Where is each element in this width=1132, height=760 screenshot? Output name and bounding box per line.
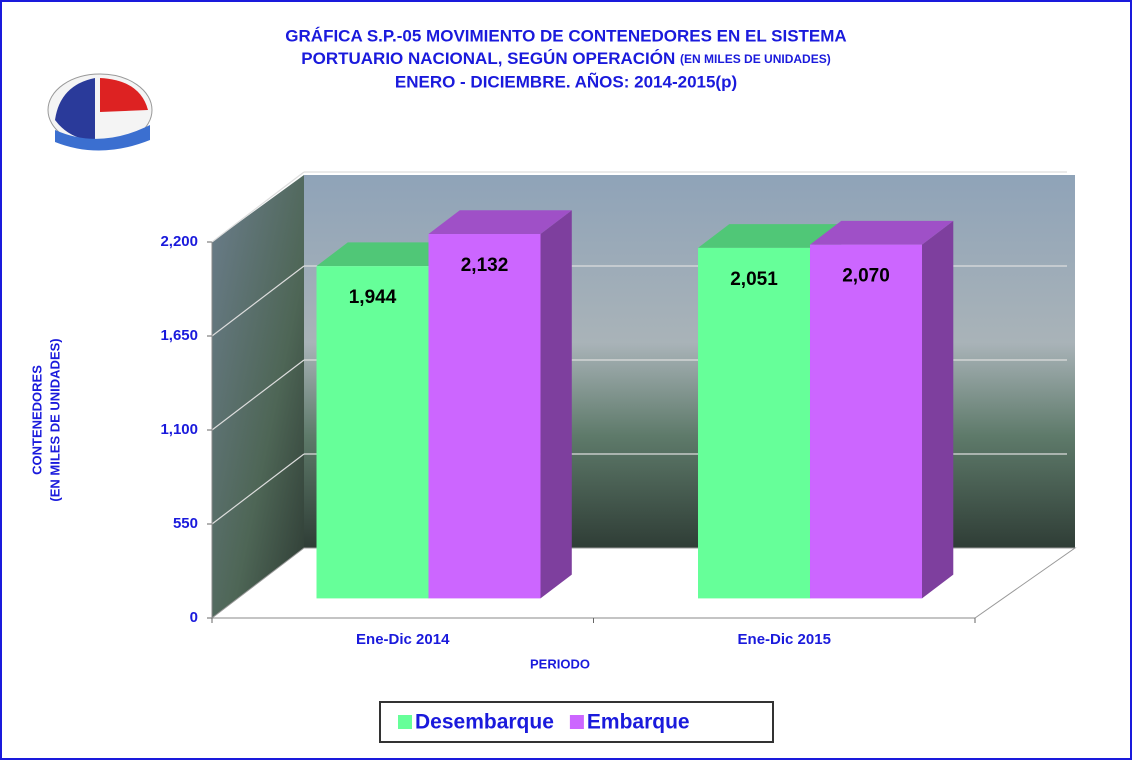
bar-top [316, 242, 460, 267]
bar-top [698, 224, 842, 248]
title-line: GRÁFICA S.P.-05 MOVIMIENTO DE CONTENEDOR… [285, 26, 846, 45]
y-tick-label: 1,100 [160, 421, 198, 438]
grid-line [211, 265, 305, 337]
legend-label: Embarque [587, 711, 690, 734]
data-label: 2,132 [461, 255, 509, 276]
bar [810, 244, 923, 599]
title-note: (EN MILES DE UNIDADES) [680, 52, 831, 66]
x-tick-label: Ene-Dic 2014 [356, 631, 450, 648]
title-line: ENERO - DICIEMBRE. AÑOS: 2014-2015(p) [395, 71, 737, 91]
x-axis-label: PERIODO [530, 656, 590, 671]
bar [428, 234, 541, 599]
bar-side [540, 210, 572, 599]
title-part: PORTUARIO NACIONAL, SEGÚN OPERACIÓN [301, 49, 675, 68]
bar-side [922, 220, 954, 599]
grid-line [211, 171, 305, 243]
bar [698, 247, 811, 599]
bar-top [810, 220, 954, 245]
y-axis-label: CONTENEDORES [29, 365, 44, 475]
bar [316, 266, 429, 599]
y-tick-label: 2,200 [160, 233, 198, 250]
grid-line [211, 359, 305, 431]
grid-line [211, 453, 305, 525]
data-label: 2,070 [842, 266, 890, 287]
y-tick-label: 1,650 [160, 327, 198, 344]
legend-swatch [398, 715, 412, 729]
logo [47, 73, 153, 151]
y-axis-label: (EN MILES DE UNIDADES) [47, 338, 62, 501]
legend-label: Desembarque [415, 711, 554, 734]
data-label: 1,944 [349, 287, 397, 308]
legend-swatch [569, 715, 584, 729]
title-line: PORTUARIO NACIONAL, SEGÚN OPERACIÓN (EN … [301, 49, 830, 68]
x-tick-label: Ene-Dic 2015 [738, 631, 831, 648]
left-wall [212, 175, 304, 618]
y-tick-label: 0 [190, 609, 198, 626]
y-tick-label: 550 [173, 515, 198, 532]
data-label: 2,051 [730, 269, 778, 290]
bar-top [428, 210, 572, 235]
